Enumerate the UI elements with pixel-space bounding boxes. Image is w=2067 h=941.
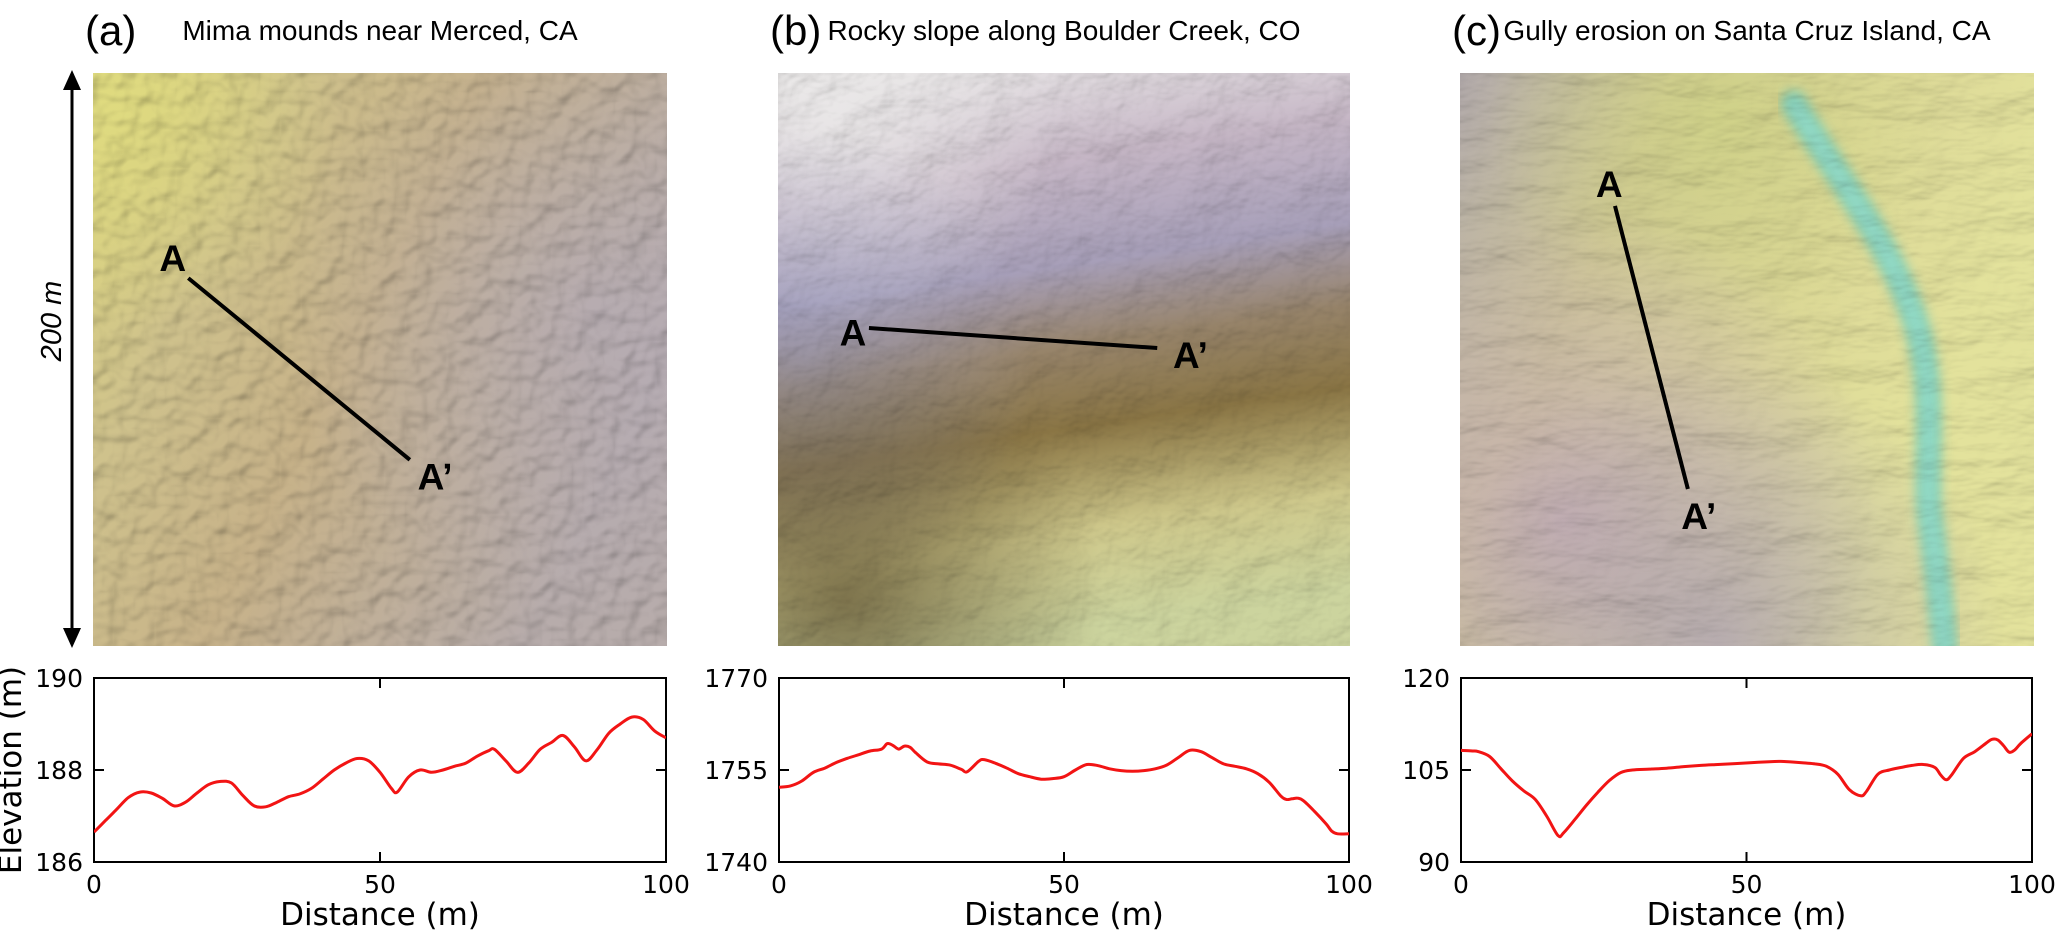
terrain-a-hillshade-texture (93, 73, 667, 646)
transect-a: A A’ (159, 237, 452, 497)
x-tick-label: 50 (1048, 870, 1080, 899)
tick-marks (1460, 677, 2033, 863)
elevation-profile-chart-a: 0 50 100 186 188 190 Distance (m) Elevation (m) (0, 664, 690, 933)
x-tick-label: 0 (86, 870, 102, 899)
transect-b: A A’ (840, 313, 1208, 376)
panel-b-title: Rocky slope along Boulder Creek, CO (827, 15, 1301, 46)
x-axis-label: Distance (m) (964, 897, 1164, 933)
panel-c-title: Gully erosion on Santa Cruz Island, CA (1503, 15, 1991, 46)
panel-b-tag: (b) (770, 7, 822, 54)
transect-end-label: A’ (1681, 495, 1716, 537)
x-tick-label: 100 (2008, 870, 2056, 899)
y-tick-label: 1755 (704, 756, 768, 785)
terrain-image-b: A A’ (778, 73, 1350, 646)
panel-a-title-row: (a) Mima mounds near Merced, CA (85, 6, 667, 56)
tick-marks (93, 677, 667, 863)
transect-line (868, 325, 1158, 351)
transect-end-label: A’ (1173, 335, 1208, 376)
y-tick-label: 186 (35, 848, 83, 877)
panel-b-title-row: (b) Rocky slope along Boulder Creek, CO (770, 6, 1350, 56)
x-tick-label: 0 (1453, 870, 1469, 899)
transect-start-label: A (840, 313, 867, 354)
x-tick-label: 100 (1325, 870, 1373, 899)
y-tick-label: 1770 (704, 664, 768, 693)
transect-start-label: A (159, 237, 186, 279)
y-tick-label: 188 (35, 756, 83, 785)
elevation-profile-line (1461, 732, 2032, 839)
transect-line (1613, 205, 1690, 490)
y-axis-label: Elevation (m) (0, 666, 29, 874)
transect-line (187, 276, 412, 462)
y-tick-label: 1740 (704, 848, 768, 877)
panel-a-title: Mima mounds near Merced, CA (182, 15, 578, 46)
transect-end-label: A’ (418, 455, 453, 497)
terrain-b-hillshade-texture (778, 73, 1350, 646)
axes-frame (778, 677, 1350, 863)
terrain-image-c: A A’ (1460, 73, 2034, 646)
axes-frame (93, 677, 667, 863)
elevation-profile-line (779, 741, 1349, 836)
y-tick-label: 190 (35, 664, 83, 693)
tick-marks (778, 677, 1350, 863)
transect-c: A A’ (1596, 163, 1716, 537)
axes-frame (1460, 677, 2033, 863)
panel-c-title-row: (c) Gully erosion on Santa Cruz Island, … (1452, 6, 2034, 56)
x-tick-label: 50 (364, 870, 396, 899)
elevation-profile-chart-b: 0 50 100 1740 1755 1770 Distance (m) (704, 664, 1372, 933)
panel-c-tag: (c) (1452, 7, 1501, 54)
y-tick-label: 105 (1402, 756, 1450, 785)
scale-arrow-icon (63, 70, 81, 648)
terrain-image-a: A A’ (93, 73, 667, 646)
x-axis-label: Distance (m) (280, 897, 480, 933)
x-tick-label: 0 (771, 870, 787, 899)
x-axis-label: Distance (m) (1647, 897, 1847, 933)
elevation-profile-chart-c: 0 50 100 90 105 120 Distance (m) (1402, 664, 2056, 933)
panel-a-tag: (a) (85, 7, 137, 54)
y-tick-label: 120 (1402, 664, 1450, 693)
x-tick-label: 100 (642, 870, 690, 899)
elevation-profile-line (94, 715, 666, 834)
terrain-c-hillshade-texture (1460, 73, 2034, 646)
y-tick-label: 90 (1418, 848, 1450, 877)
transect-start-label: A (1596, 163, 1623, 205)
scale-bar-label: 200 m (36, 280, 68, 362)
x-tick-label: 50 (1731, 870, 1763, 899)
